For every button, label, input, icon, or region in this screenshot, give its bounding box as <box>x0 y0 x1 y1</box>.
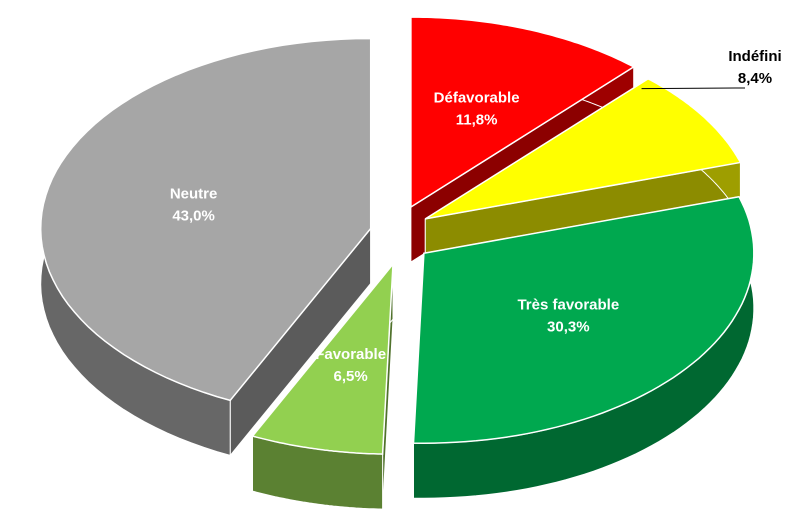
slice <box>412 195 755 499</box>
slice-top <box>412 195 755 444</box>
leader-line <box>641 87 745 90</box>
slice-value: 11,8% <box>456 112 498 129</box>
slice-top <box>251 261 394 455</box>
slice-label: Favorable <box>315 346 386 363</box>
slice-top <box>39 37 372 402</box>
slice <box>39 37 372 457</box>
slice <box>251 261 394 510</box>
slice-value: 6,5% <box>334 368 368 385</box>
slice-value: 8,4% <box>738 70 772 87</box>
slice-top <box>424 77 742 220</box>
slice-label: Indéfini <box>728 48 781 65</box>
slice-label: Défavorable <box>434 90 520 107</box>
slice-value: 30,3% <box>547 318 590 335</box>
slice-top <box>410 16 636 209</box>
slice-label: Neutre <box>170 186 218 203</box>
slice-value: 43,0% <box>172 208 215 225</box>
slice-label: Très favorable <box>517 296 619 313</box>
